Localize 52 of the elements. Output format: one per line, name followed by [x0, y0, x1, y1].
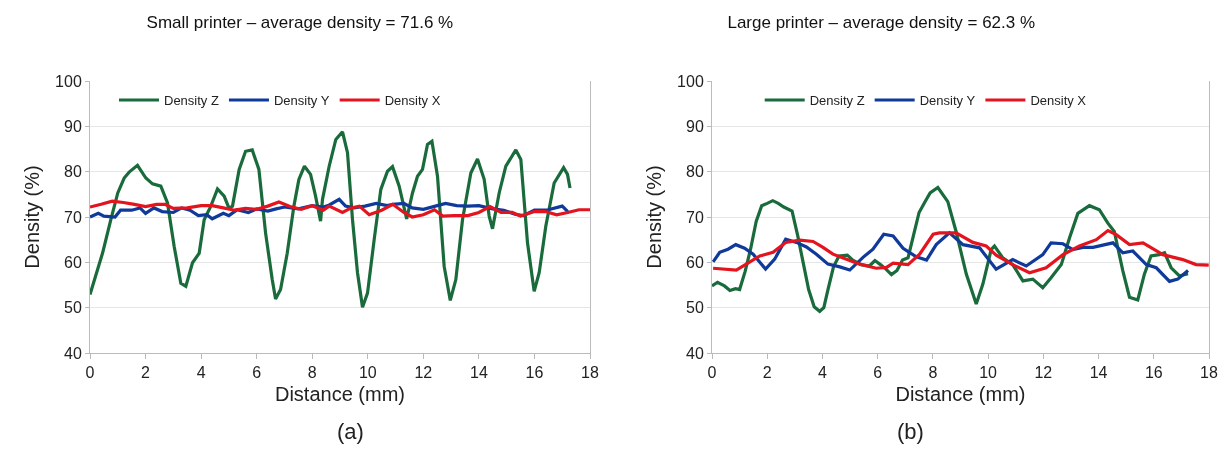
x-tick-label: 12 — [1034, 364, 1053, 382]
x-axis-title: Distance (mm) — [274, 382, 406, 405]
x-tick-label: 2 — [762, 364, 772, 382]
y-axis-title: Density (%) — [642, 165, 665, 269]
x-tick-label: 10 — [979, 364, 998, 382]
y-tick-label: 40 — [686, 344, 704, 362]
legend-label: Density Z — [164, 93, 219, 109]
text: (b) — [897, 419, 924, 444]
y-tick-label: 40 — [64, 344, 82, 362]
x-tick-label: 10 — [358, 364, 377, 382]
line-series — [712, 231, 1190, 283]
y-tick-label: 100 — [677, 72, 704, 90]
x-tick-label: 8 — [307, 364, 317, 382]
y-tick-label: 70 — [64, 208, 82, 226]
x-tick-label: 2 — [141, 364, 151, 382]
x-tick-label: 4 — [817, 364, 827, 382]
x-tick-label: 16 — [525, 364, 544, 382]
x-tick-label: 0 — [707, 364, 717, 382]
legend-label: Density Z — [809, 93, 865, 109]
y-tick-label: 60 — [64, 253, 82, 271]
legend-label: Density Y — [919, 93, 976, 109]
x-tick-label: 4 — [196, 364, 206, 382]
y-tick-label: 80 — [686, 163, 704, 181]
y-axis-title: Density (%) — [20, 165, 43, 269]
line-series — [712, 229, 1209, 275]
line-series — [90, 130, 572, 309]
x-tick-label: 14 — [469, 364, 488, 382]
y-tick-label: 90 — [64, 117, 82, 135]
x-tick-label: 8 — [928, 364, 938, 382]
legend-label: Density X — [384, 93, 441, 109]
y-tick-label: 50 — [686, 299, 704, 317]
chart-title: Small printer – average density = 71.6 % — [146, 12, 454, 32]
legend-label: Density X — [1030, 93, 1087, 109]
line-series — [90, 199, 590, 219]
y-tick-label: 70 — [686, 208, 704, 226]
x-tick-label: 6 — [873, 364, 883, 382]
y-tick-label: 80 — [64, 163, 82, 181]
x-tick-label: 14 — [1089, 364, 1108, 382]
x-tick-label: 18 — [1200, 364, 1218, 382]
x-tick-label: 18 — [581, 364, 599, 382]
y-tick-label: 50 — [64, 299, 82, 317]
legend-label: Density Y — [273, 93, 330, 109]
x-tick-label: 6 — [252, 364, 262, 382]
text: (a) — [337, 419, 364, 444]
x-axis-title: Distance (mm) — [895, 382, 1026, 405]
chart-title: Large printer – average density = 62.3 % — [727, 12, 1036, 32]
x-tick-label: 0 — [85, 364, 95, 382]
y-tick-label: 100 — [55, 72, 82, 90]
x-tick-label: 16 — [1144, 364, 1163, 382]
x-tick-label: 12 — [414, 364, 433, 382]
y-tick-label: 90 — [686, 117, 704, 135]
y-tick-label: 60 — [686, 253, 704, 271]
